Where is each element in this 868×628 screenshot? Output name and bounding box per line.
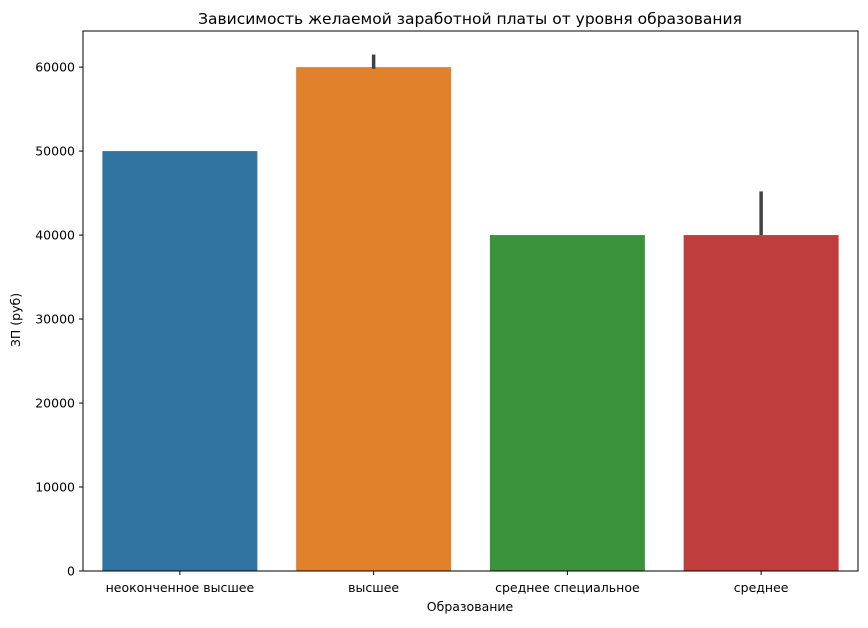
y-axis-label: ЗП (руб) (8, 293, 23, 347)
y-axis: 0 10000 20000 30000 40000 50000 60000 (35, 60, 83, 579)
y-tick-label: 50000 (35, 144, 75, 159)
y-tick-label: 40000 (35, 228, 75, 243)
x-tick-label: неоконченное высшее (106, 580, 255, 595)
bar (489, 235, 645, 571)
bar (296, 67, 452, 572)
y-tick-label: 30000 (35, 312, 75, 327)
y-tick-label: 60000 (35, 60, 75, 75)
y-tick-label: 0 (67, 564, 75, 579)
x-tick-label: среднее специальное (495, 580, 640, 595)
x-tick-label: среднее (734, 580, 789, 595)
y-tick-label: 20000 (35, 396, 75, 411)
y-tick-label: 10000 (35, 480, 75, 495)
bar (683, 235, 839, 571)
x-axis-label: Образование (427, 599, 514, 614)
plot-frame (82, 30, 859, 572)
errorbars-layer (371, 54, 763, 236)
x-tick-label: высшее (348, 580, 399, 595)
chart-title: Зависимость желаемой заработной платы от… (198, 10, 742, 28)
bar (102, 151, 258, 571)
bars-layer (102, 67, 839, 572)
x-axis: неоконченное высшее высшее среднее специал… (106, 571, 789, 595)
